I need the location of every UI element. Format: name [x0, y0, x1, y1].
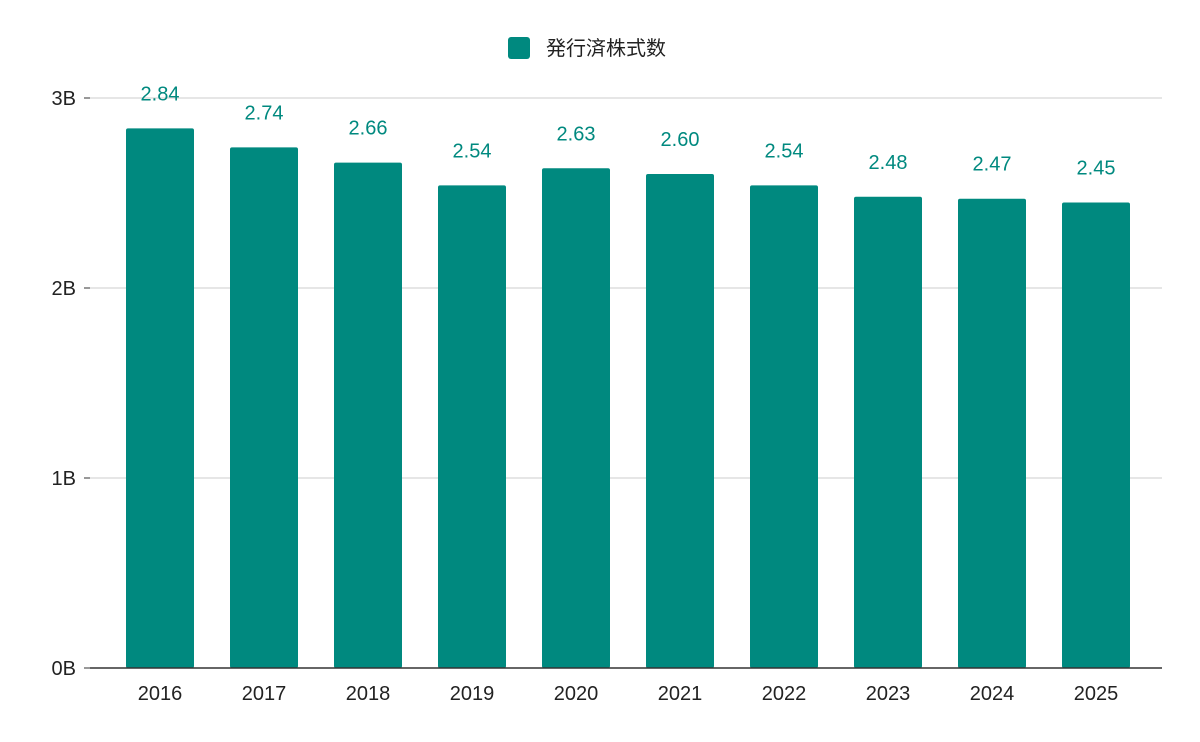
data-labels: 2.84 2.74 2.66 2.54 2.63 2.60 2.54 2.48 2.47 2.45: [141, 83, 1116, 179]
legend-swatch: [508, 37, 530, 59]
data-label-2020: 2.63: [557, 123, 596, 145]
bar-2025: [1062, 202, 1130, 668]
bar-2023: [854, 196, 922, 669]
x-tick-label-2023: 2023: [866, 683, 911, 705]
x-tick-label-2019: 2019: [450, 683, 495, 705]
x-tick-label-2021: 2021: [658, 683, 703, 705]
x-tick-label-2024: 2024: [970, 683, 1015, 705]
x-tick-label-2018: 2018: [346, 683, 391, 705]
bars: [126, 128, 1130, 669]
bar-2019: [438, 185, 506, 668]
legend-label: 発行済株式数: [546, 36, 666, 60]
y-tick-label: 0B: [52, 658, 76, 680]
bar-2024: [958, 198, 1026, 668]
data-label-2016: 2.84: [141, 83, 180, 105]
bar-2018: [334, 162, 402, 668]
x-tick-label-2016: 2016: [138, 683, 183, 705]
y-tick-label: 1B: [52, 468, 76, 490]
data-label-2023: 2.48: [869, 152, 908, 174]
legend: 発行済株式数: [508, 36, 666, 60]
data-label-2019: 2.54: [453, 140, 492, 162]
y-tick-label: 3B: [52, 88, 76, 110]
bar-2016: [126, 128, 194, 668]
data-label-2022: 2.54: [765, 140, 804, 162]
bar-2022: [750, 185, 818, 668]
data-label-2025: 2.45: [1077, 158, 1116, 180]
data-label-2024: 2.47: [973, 154, 1012, 176]
data-label-2021: 2.60: [661, 129, 700, 151]
x-tick-label-2017: 2017: [242, 683, 287, 705]
data-label-2018: 2.66: [349, 118, 388, 140]
bar-2020: [542, 168, 610, 669]
x-tick-label-2020: 2020: [554, 683, 599, 705]
x-tick-label-2025: 2025: [1074, 683, 1119, 705]
bar-2021: [646, 174, 714, 668]
axes: 0B 1B 2B 3B 2016 2017 2018 2019 2020 2021 2022 2023…: [52, 88, 1162, 705]
bar-2017: [230, 147, 298, 668]
data-label-2017: 2.74: [245, 102, 284, 124]
x-tick-label-2022: 2022: [762, 683, 807, 705]
y-tick-label: 2B: [52, 278, 76, 300]
